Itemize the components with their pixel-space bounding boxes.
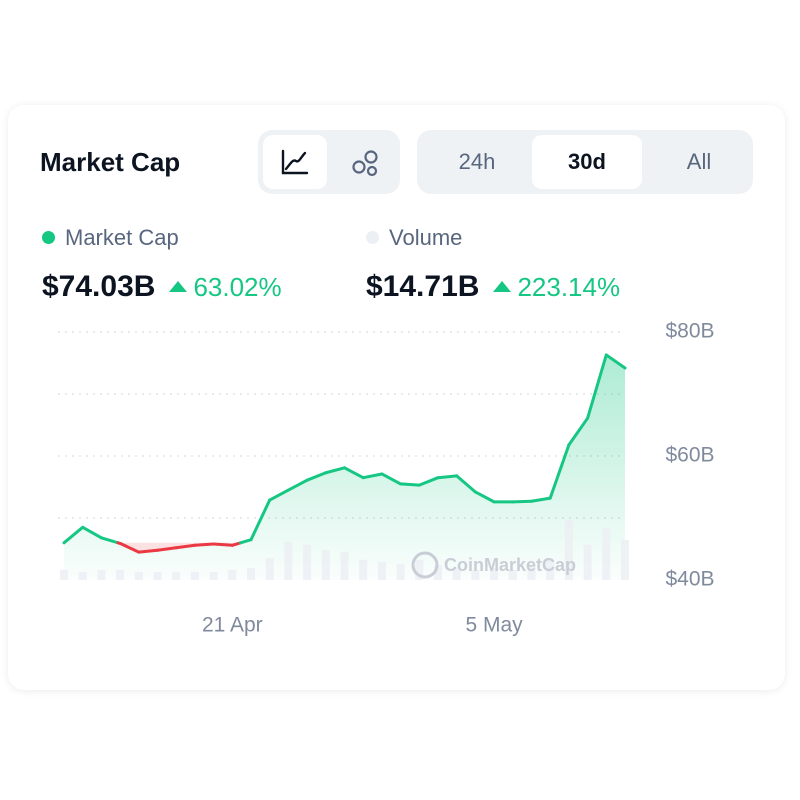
line-icon xyxy=(281,149,309,175)
time-tab[interactable]: All xyxy=(686,149,712,174)
stat-name: Market Cap xyxy=(42,225,179,251)
x-tick-label: 21 Apr xyxy=(202,614,263,637)
chart-type-toggle xyxy=(258,130,400,194)
volume-bar xyxy=(471,569,480,580)
line-segment xyxy=(511,499,533,504)
line-chart-button[interactable] xyxy=(263,135,327,189)
legend-dot xyxy=(42,231,55,244)
volume-bar xyxy=(60,569,68,580)
line-segment xyxy=(305,471,328,482)
legend-dot xyxy=(366,231,379,244)
volume-bar xyxy=(490,568,499,580)
volume-bar xyxy=(134,572,143,580)
stat-change: 63.02% xyxy=(169,272,282,302)
line-segment xyxy=(174,543,197,550)
up-arrow xyxy=(493,281,512,292)
stat-amount: $74.03B xyxy=(42,270,156,303)
line-segment xyxy=(361,472,384,480)
line-segment xyxy=(567,416,590,447)
stat-change: 223.14% xyxy=(493,272,620,302)
line-segment xyxy=(455,474,477,494)
y-tick-label: $80B xyxy=(665,320,714,343)
volume-bar xyxy=(508,569,517,580)
line-segment xyxy=(249,498,272,542)
volume-bar xyxy=(452,568,461,580)
time-tab[interactable]: 30d xyxy=(532,135,642,189)
volume-bar xyxy=(172,572,181,580)
line-segment xyxy=(286,478,309,492)
line-segment xyxy=(239,538,253,545)
volume-bar xyxy=(284,541,293,580)
volume-bar xyxy=(190,572,199,580)
volume-bar xyxy=(564,520,573,580)
line-segment xyxy=(193,542,216,547)
bubble-chart-button[interactable] xyxy=(333,135,397,189)
volume-bar xyxy=(265,557,274,580)
volume-bar xyxy=(340,551,349,580)
line-segment xyxy=(324,466,346,475)
volume-bar xyxy=(415,559,424,580)
chart: $40B $60B $80B 21 Apr 5 May CoinMarketCap xyxy=(58,320,715,637)
up-arrow xyxy=(169,281,188,292)
volume-bar xyxy=(321,550,330,580)
market-cap-card: Market Cap 24h 30d All Market Cap $74.03B 6… xyxy=(8,105,785,690)
line-segment xyxy=(99,536,120,545)
line-segment xyxy=(212,542,234,547)
volume-bar xyxy=(116,569,125,580)
y-tick-label: $40B xyxy=(665,568,714,591)
stat-change-text: 63.02% xyxy=(193,272,282,302)
line-segment xyxy=(380,472,403,486)
card-title: Market Cap xyxy=(40,147,181,177)
line-segment xyxy=(473,490,496,504)
volume-bar xyxy=(303,544,312,580)
line-segment xyxy=(530,496,552,503)
volume-bar xyxy=(621,539,629,580)
watermark-logo xyxy=(411,551,439,579)
stat-value: $74.03B 63.02% xyxy=(42,270,282,304)
x-tick-label: 5 May xyxy=(466,614,524,637)
stat-change-text: 223.14% xyxy=(517,272,621,302)
line-segment xyxy=(137,548,159,554)
stat-label: Market Cap xyxy=(65,225,179,250)
area-fill xyxy=(64,354,625,580)
volume-bar xyxy=(209,572,218,580)
volume-bar xyxy=(247,568,255,580)
volume-bar xyxy=(396,563,405,580)
stat-label: Volume xyxy=(389,225,463,250)
line-segment xyxy=(156,546,178,552)
line-segment xyxy=(548,443,571,500)
time-tabs: 24h 30d All xyxy=(417,130,753,194)
volume-bar xyxy=(527,566,536,580)
line-segment xyxy=(268,488,290,502)
bubble-icon xyxy=(352,150,378,177)
volume-bar xyxy=(583,544,592,580)
stat-name: Volume xyxy=(366,225,462,251)
watermark: CoinMarketCap xyxy=(411,551,576,579)
stat-amount: $14.71B xyxy=(366,270,480,303)
line-segment xyxy=(586,353,608,420)
volume-bar xyxy=(78,572,87,580)
line-segment xyxy=(118,541,141,554)
volume-bar xyxy=(546,559,555,580)
line-segment xyxy=(399,482,421,487)
volume-bar xyxy=(97,569,106,580)
volume-bar xyxy=(377,562,386,580)
line-segment xyxy=(436,474,459,480)
watermark-text: CoinMarketCap xyxy=(444,555,576,575)
line-segment xyxy=(62,525,85,545)
volume-bar xyxy=(359,559,368,580)
line-segment xyxy=(604,353,627,370)
volume-bar xyxy=(602,527,611,580)
y-tick-label: $60B xyxy=(665,444,714,467)
volume-bar xyxy=(153,572,162,580)
time-tab[interactable]: 24h xyxy=(458,149,496,174)
volume-bar xyxy=(434,565,442,580)
line-segment xyxy=(81,525,103,540)
volume-bar xyxy=(228,569,237,580)
line-segment xyxy=(417,476,440,487)
stat-value: $14.71B 223.14% xyxy=(366,270,620,304)
line-segment xyxy=(343,466,365,480)
